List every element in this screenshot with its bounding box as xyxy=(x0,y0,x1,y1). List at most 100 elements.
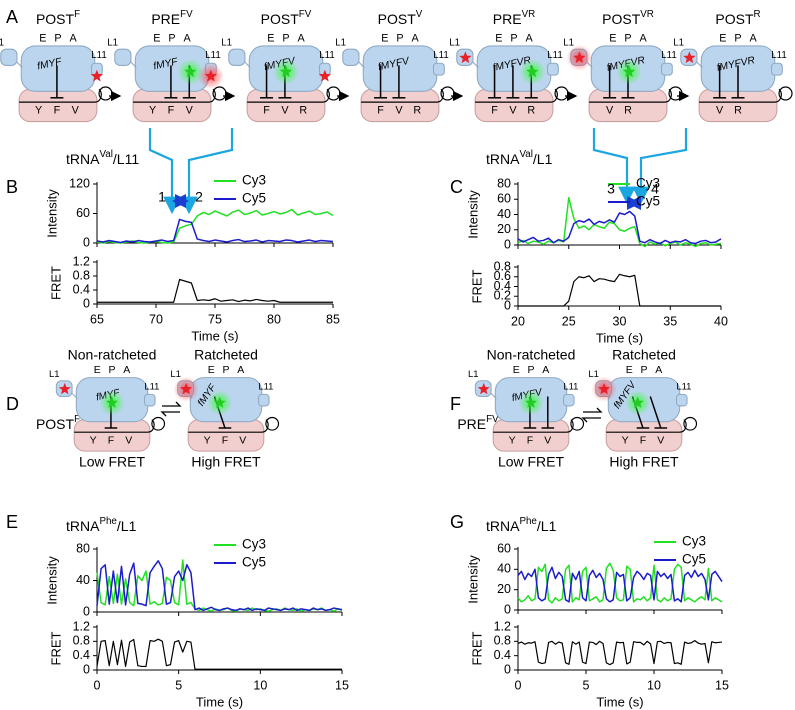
codon: Y xyxy=(622,434,629,446)
site-label: P xyxy=(624,32,631,44)
legend-label: Cy5 xyxy=(242,555,266,570)
annotation: 3 xyxy=(607,181,615,197)
y-tick-label: 0 xyxy=(504,237,511,251)
l11-stalk xyxy=(432,62,445,76)
l1-label: L1 xyxy=(563,37,574,48)
fluorophore xyxy=(598,382,611,395)
l11-stalk xyxy=(563,393,575,407)
label-text: PRE xyxy=(493,11,522,27)
annotation: 2 xyxy=(195,189,203,205)
site-label: E xyxy=(626,364,633,376)
trace xyxy=(97,278,333,303)
label-sup: FV xyxy=(299,9,312,20)
condition-label: Non-ratcheted xyxy=(68,347,157,363)
fluorophore xyxy=(459,51,472,64)
mrna-loop xyxy=(570,416,585,431)
codon: V xyxy=(72,105,80,117)
label-text: PRE xyxy=(457,416,486,432)
site-label: P xyxy=(222,364,229,376)
site-label: A xyxy=(655,364,662,376)
l1-label: L1 xyxy=(49,369,60,380)
peptide: fMYF xyxy=(36,56,63,72)
trace xyxy=(96,638,342,670)
annotation: 1 xyxy=(158,189,166,205)
y-tick-label: 60 xyxy=(497,541,511,555)
label: tRNAVal/L11 xyxy=(66,149,139,167)
label-text: tRNA xyxy=(486,151,520,167)
legend-label: Cy5 xyxy=(242,191,266,206)
label-sup: F xyxy=(74,9,80,20)
label-text: /L1 xyxy=(537,518,557,534)
label-sup: R xyxy=(754,9,761,20)
fluorophore xyxy=(622,65,636,78)
site-label: E xyxy=(495,32,502,44)
label: tRNAVal/L1 xyxy=(486,149,553,167)
site-label: P xyxy=(108,364,115,376)
x-axis-label: Time (s) xyxy=(596,330,643,345)
legend-label: Cy5 xyxy=(636,194,660,209)
label: PREFV xyxy=(457,414,499,432)
fluorophore xyxy=(213,396,226,408)
codon: R xyxy=(299,105,307,117)
large-subunit xyxy=(20,45,96,92)
site-label: E xyxy=(381,32,388,44)
l1-label: L1 xyxy=(449,37,460,48)
l1-label: L1 xyxy=(0,37,4,48)
codon: F xyxy=(54,105,61,117)
y-tick-label: 1.2 xyxy=(73,619,90,633)
mrna-loop xyxy=(778,86,793,101)
trace xyxy=(517,566,723,603)
connector xyxy=(148,128,181,215)
site-label: P xyxy=(527,364,534,376)
label-text: tRNA xyxy=(66,151,100,167)
y-tick-label: 0.8 xyxy=(494,259,511,273)
equilibrium-arrows xyxy=(160,401,603,423)
l11-label: L11 xyxy=(563,382,578,393)
trace xyxy=(96,218,334,244)
trace xyxy=(96,560,343,612)
legend-label: Cy3 xyxy=(242,537,266,552)
codon: V xyxy=(657,434,664,446)
fluorophore xyxy=(526,65,539,78)
x-axis-label: Time (s) xyxy=(191,328,238,343)
l11-stalk xyxy=(770,62,783,76)
x-tick-label: 35 xyxy=(663,314,677,328)
site-label: A xyxy=(526,32,534,44)
y-tick-label: 60 xyxy=(76,206,90,220)
panel-label: E xyxy=(6,512,18,532)
l11-label: L11 xyxy=(433,50,449,61)
fret-state: High FRET xyxy=(191,454,261,470)
x-tick-label: 0 xyxy=(515,678,522,692)
label: tRNAPhe/L1 xyxy=(66,516,137,534)
site-label: P xyxy=(168,32,175,44)
l11-label: L11 xyxy=(91,50,107,61)
fluorophore xyxy=(525,396,537,408)
l11-label: L11 xyxy=(547,50,563,61)
codon: F xyxy=(108,434,114,446)
condition-label: Non-ratcheted xyxy=(487,347,576,363)
label-text: POST xyxy=(715,11,754,27)
label-text: tRNA xyxy=(486,518,520,534)
y-tick-label: 1.2 xyxy=(73,254,90,268)
site-label: P xyxy=(396,32,403,44)
site-label: E xyxy=(94,364,101,376)
label-text: tRNA xyxy=(66,518,100,534)
site-label: P xyxy=(54,32,61,44)
site-label: E xyxy=(39,32,46,44)
y-tick-label: 60 xyxy=(497,192,511,206)
x-tick-label: 5 xyxy=(175,678,182,692)
trna xyxy=(649,396,662,429)
trace xyxy=(96,208,334,244)
x-tick-label: 65 xyxy=(90,312,104,326)
trace xyxy=(517,640,723,666)
l1-stalk xyxy=(228,48,246,66)
label: POSTF xyxy=(36,414,80,432)
site-label: A xyxy=(123,364,130,376)
l11-label: L11 xyxy=(144,382,159,393)
fluorophore xyxy=(184,65,197,78)
connector xyxy=(592,128,636,205)
